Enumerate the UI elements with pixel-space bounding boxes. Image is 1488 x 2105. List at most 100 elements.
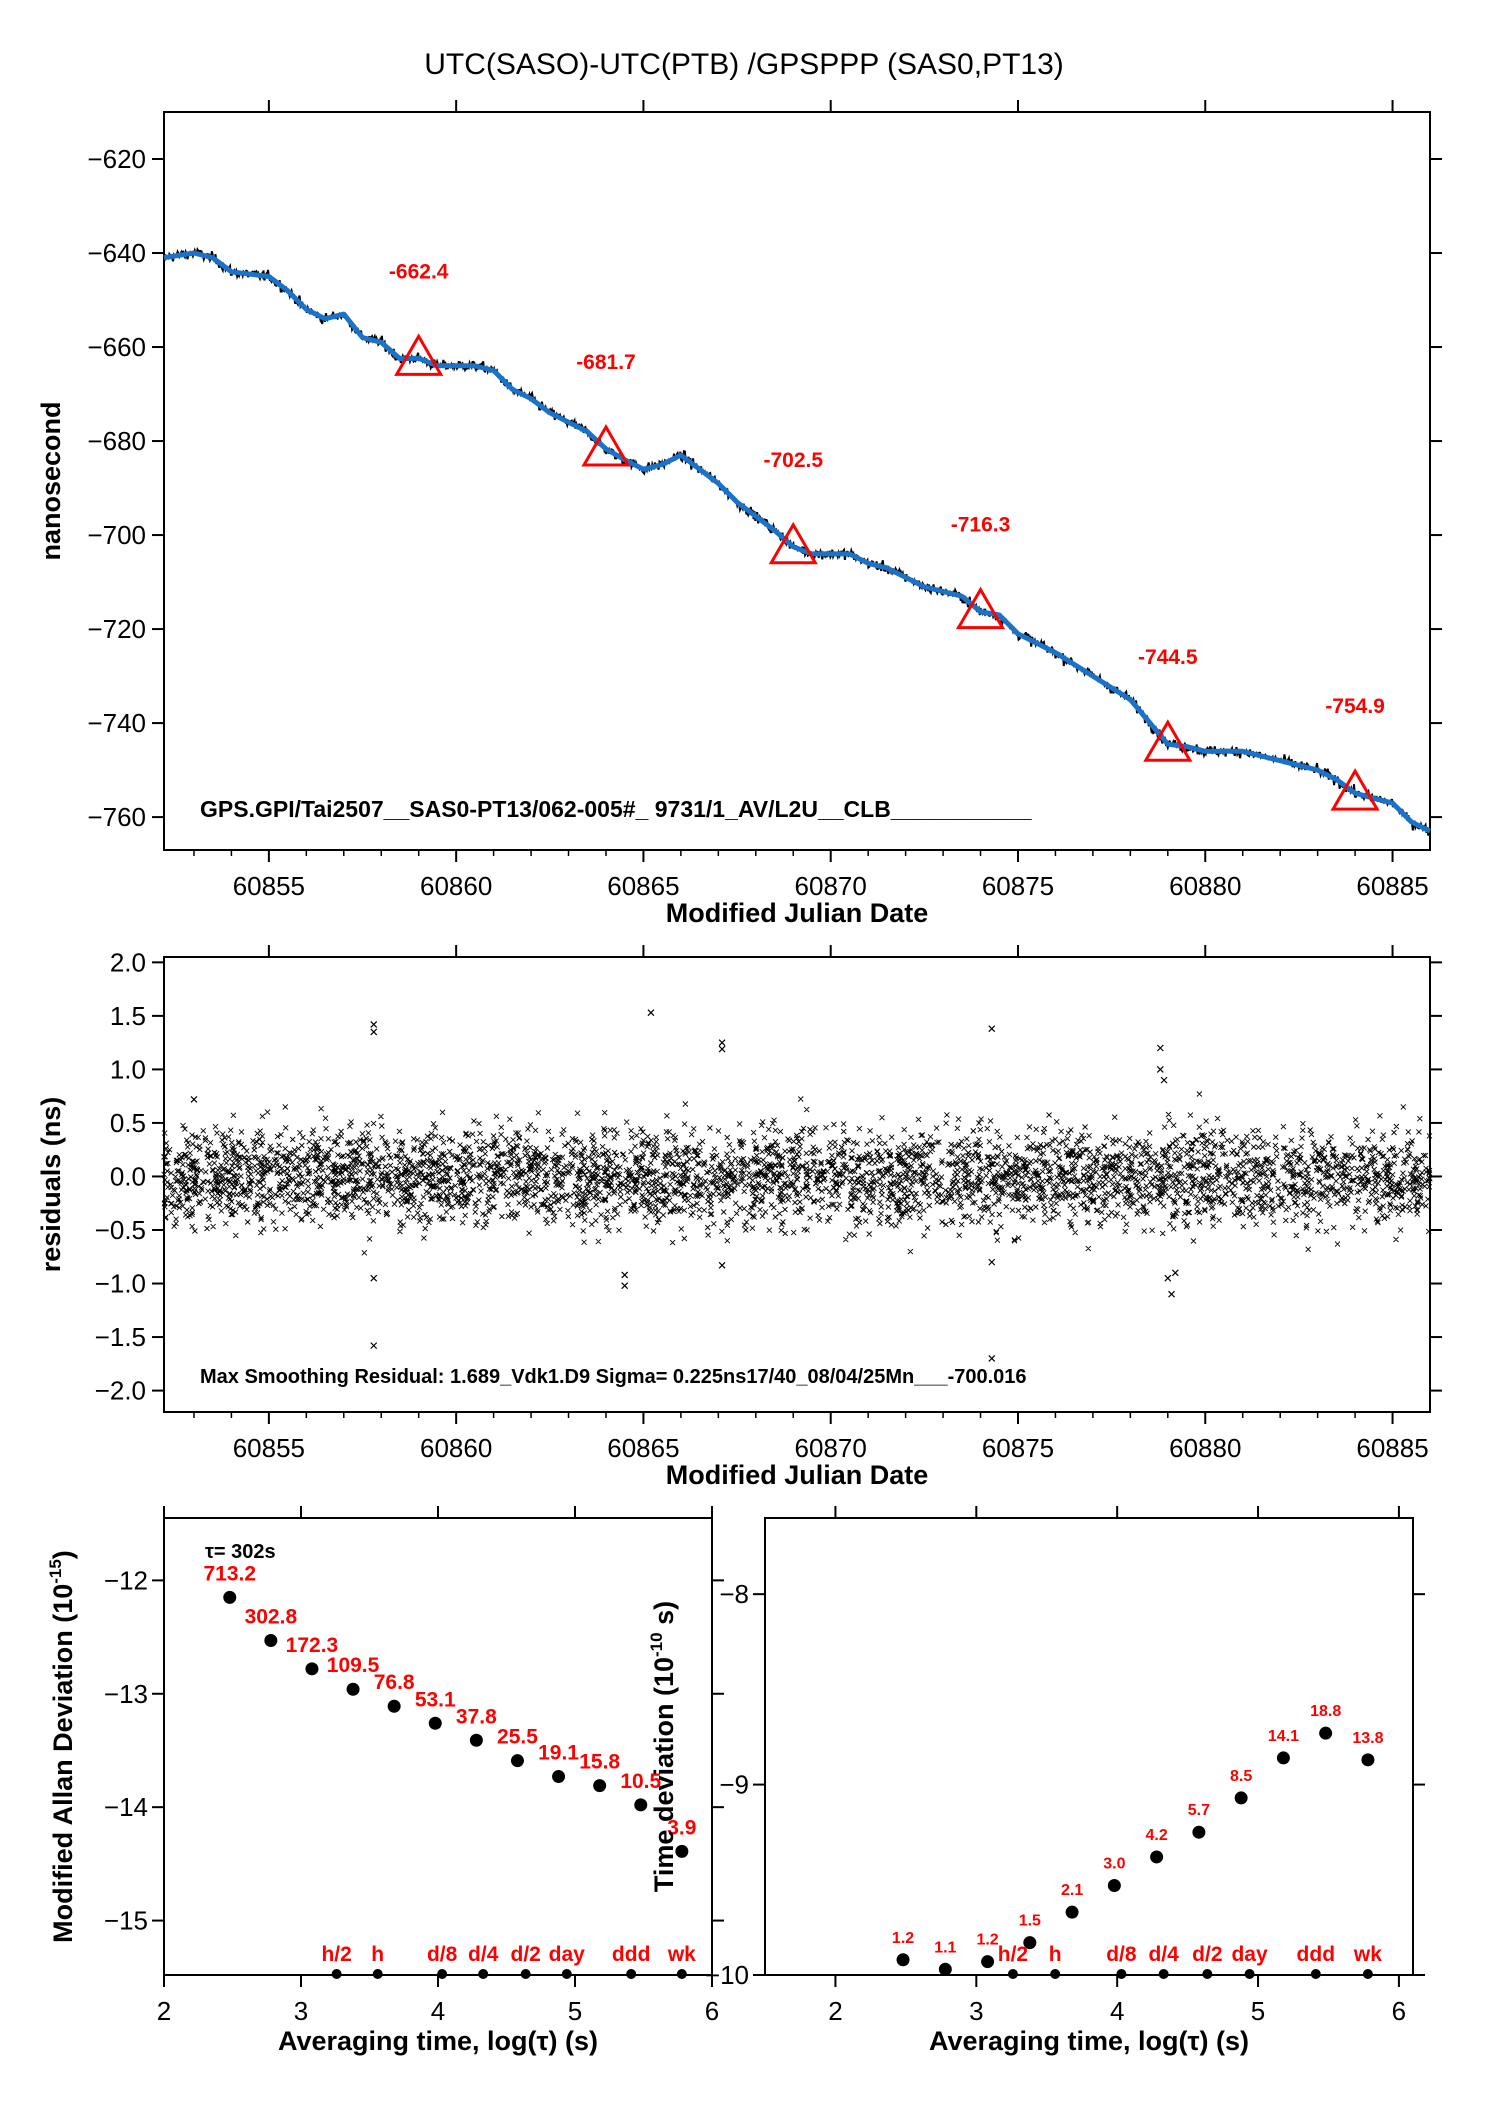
data-point (1065, 1905, 1079, 1919)
y-tick-label: 0.0 (110, 1161, 146, 1191)
data-point (981, 1955, 995, 1969)
residual-outlier (647, 1009, 655, 1017)
point-value-label: 53.1 (415, 1688, 456, 1711)
y-tick-label: −10 (705, 1960, 749, 1990)
x-tick-label: 60855 (233, 871, 305, 901)
time-series-frame (163, 111, 1431, 851)
time-mark-dot (1050, 1969, 1061, 1979)
x-tick-label: 60885 (1356, 1433, 1428, 1463)
residual-outlier (718, 1045, 726, 1053)
point-value-label: 4.2 (1145, 1827, 1167, 1844)
y-tick-label: −720 (87, 614, 146, 644)
x-tick-label: 3 (969, 1996, 983, 2026)
data-point (593, 1779, 607, 1793)
x-tick-label: 60865 (607, 1433, 679, 1463)
data-point (1361, 1753, 1375, 1767)
y-tick-label: −620 (87, 144, 146, 174)
data-point (1023, 1936, 1037, 1950)
residual-outlier (1171, 1269, 1179, 1277)
x-tick-label: 60870 (795, 1433, 867, 1463)
x-tick-label: 60880 (1169, 871, 1241, 901)
x-tick-label: 2 (157, 1996, 171, 2026)
data-point (428, 1716, 442, 1730)
time-mark-dot (478, 1969, 489, 1979)
y-axis-title: nanosecond (36, 401, 66, 560)
chart-title: UTC(SASO)-UTC(PTB) /GPSPPP (SAS0,PT13) (424, 48, 1064, 81)
x-tick-label: 60875 (982, 1433, 1054, 1463)
time-mark-dot (1007, 1969, 1018, 1979)
data-point (264, 1633, 278, 1647)
time-mark-label: d/2 (511, 1943, 541, 1966)
y-tick-label: −760 (87, 802, 146, 832)
time-mark-label: day (549, 1943, 586, 1966)
x-tick-label: 5 (568, 1996, 582, 2026)
y-axis-title: Modified Allan Deviation (10-15) (46, 1550, 78, 1943)
x-tick-label: 6 (1392, 1996, 1406, 2026)
triangle-marker (581, 424, 631, 467)
x-tick-label: 3 (294, 1996, 308, 2026)
triangle-marker (1143, 719, 1193, 762)
time-mark-dot (331, 1969, 342, 1979)
time-mark-label: d/8 (427, 1943, 458, 1966)
time-mark-label: d/2 (1192, 1943, 1222, 1966)
time-mark-label: d/4 (1148, 1943, 1179, 1966)
point-value-label: 18.8 (1310, 1703, 1341, 1720)
data-point (634, 1798, 648, 1812)
data-point (387, 1699, 401, 1713)
point-value-label: 8.5 (1230, 1768, 1252, 1785)
x-tick-label: 60860 (420, 871, 492, 901)
tau-note: τ= 302s (205, 1541, 276, 1563)
time-mark-dot (1362, 1969, 1373, 1979)
data-point (552, 1770, 566, 1784)
residuals-frame (163, 956, 1431, 1413)
marker-value-label: -702.5 (763, 449, 823, 472)
x-tick-label: 60870 (795, 871, 867, 901)
y-tick-label: −13 (104, 1679, 148, 1709)
triangle-marker (955, 586, 1006, 630)
y-axis-title: residuals (ns) (36, 1097, 66, 1273)
time-mark-dot (1116, 1969, 1127, 1979)
data-point (1150, 1850, 1164, 1864)
point-value-label: 2.1 (1061, 1882, 1083, 1899)
y-tick-label: −8 (719, 1579, 749, 1609)
y-tick-label: 1.0 (110, 1054, 146, 1084)
data-point (305, 1662, 319, 1676)
data-point (896, 1953, 910, 1967)
point-value-label: 13.8 (1352, 1730, 1383, 1747)
x-tick-label: 60875 (982, 871, 1054, 901)
data-point (1319, 1726, 1333, 1740)
data-point (1192, 1825, 1206, 1839)
y-tick-label: −740 (87, 708, 146, 738)
time-mark-label: h/2 (998, 1943, 1028, 1966)
x-axis-title: Averaging time, log(τ) (s) (929, 2026, 1249, 2056)
y-tick-label: −700 (87, 520, 146, 550)
x-axis-title: Averaging time, log(τ) (s) (278, 2026, 598, 2056)
y-tick-label: −1.5 (95, 1322, 146, 1352)
residual-outlier (370, 1028, 378, 1036)
residual-outlier (718, 1039, 726, 1047)
time-mark-label: h (1049, 1943, 1062, 1966)
x-tick-label: 4 (431, 1996, 445, 2026)
time-mark-label: wk (667, 1943, 696, 1966)
x-tick-label: 6 (705, 1996, 719, 2026)
y-tick-label: −640 (87, 238, 146, 268)
residual-outlier (1160, 1076, 1168, 1084)
time-mark-dot (1310, 1969, 1321, 1979)
marker-value-label: -662.4 (389, 260, 449, 283)
residual-outlier (988, 1025, 996, 1033)
residual-outlier (1168, 1290, 1175, 1298)
point-value-label: 172.3 (286, 1634, 339, 1657)
data-point (469, 1733, 483, 1747)
triangle-marker (394, 333, 444, 376)
time-mark-label: d/8 (1106, 1943, 1137, 1966)
time-mark-label: ddd (612, 1943, 650, 1966)
y-tick-label: −12 (104, 1565, 148, 1595)
data-point (1276, 1751, 1290, 1765)
point-value-label: 25.5 (497, 1726, 538, 1749)
x-axis-title: Modified Julian Date (666, 1460, 929, 1490)
time-mark-dot (1202, 1969, 1213, 1979)
point-value-label: 1.5 (1019, 1913, 1041, 1930)
y-tick-label: 2.0 (110, 947, 146, 977)
point-value-label: 1.1 (934, 1939, 956, 1956)
